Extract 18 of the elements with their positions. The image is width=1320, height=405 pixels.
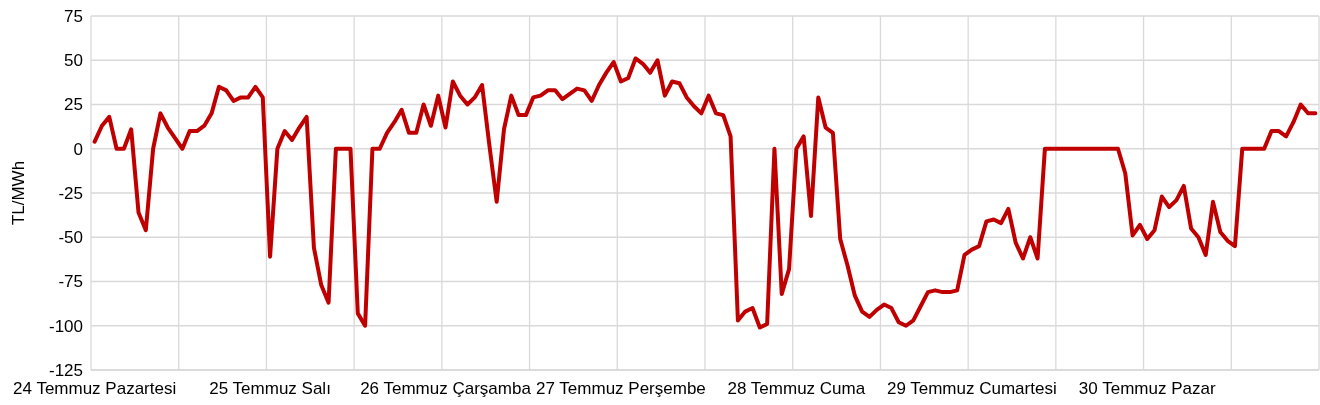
x-tick-label: 29 Temmuz Cumartesi: [886, 379, 1057, 398]
y-tick-label: 0: [73, 139, 83, 159]
y-tick-label: 25: [64, 95, 83, 115]
y-tick-label: -125: [48, 360, 83, 380]
x-tick-label: 27 Temmuz Perşembe: [536, 379, 706, 398]
x-tick-label: 24 Temmuz Pazartesi: [13, 379, 177, 398]
y-tick-label: -25: [58, 183, 83, 203]
y-tick-label: -50: [58, 228, 83, 248]
line-series: [92, 56, 1318, 330]
y-tick-label: -75: [58, 272, 83, 292]
x-tick-label: 30 Temmuz Pazar: [1078, 379, 1216, 398]
y-tick-label: 75: [64, 6, 83, 26]
x-tick-label: 25 Temmuz Salı: [209, 379, 331, 398]
y-tick-label: -100: [48, 316, 83, 336]
x-tick-label: 26 Temmuz Çarşamba: [360, 379, 532, 398]
y-axis-title: TL/MWh: [9, 160, 28, 226]
y-tick-label: 50: [64, 51, 83, 71]
x-tick-label: 28 Temmuz Cuma: [727, 379, 866, 398]
